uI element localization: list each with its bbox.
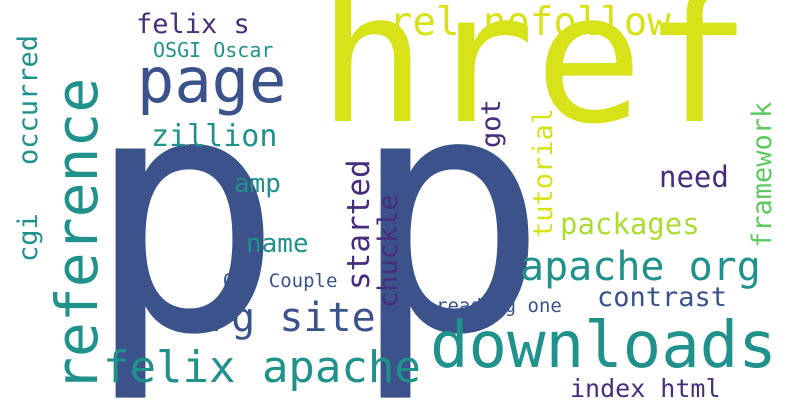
word-occurred: occurred xyxy=(15,35,42,165)
word-rel-nofollow: rel nofollow xyxy=(389,3,671,42)
word-started: started xyxy=(344,159,375,290)
word-felix-s: felix s xyxy=(136,11,250,38)
word-name: name xyxy=(246,231,309,257)
word-felix-apache: felix apache xyxy=(103,346,421,390)
word-odd-couple: Odd Couple xyxy=(223,272,337,291)
word-framework: framework xyxy=(749,102,776,248)
word-reading-one: reading one xyxy=(436,297,562,316)
word-cgi: cgi xyxy=(15,213,42,262)
word-got: got xyxy=(478,99,505,148)
word-apache-org: apache org xyxy=(520,247,761,287)
word-org-site: org site xyxy=(183,298,376,338)
word-tutorial: tutorial xyxy=(530,108,557,238)
word-contrast: contrast xyxy=(597,284,727,311)
word-zillion: zillion xyxy=(151,122,277,152)
word-index-html: index html xyxy=(570,376,721,400)
word-chuckle: chuckle xyxy=(375,194,402,308)
word-reference: reference xyxy=(48,78,106,392)
word-osgi-oscar: OSGI Oscar xyxy=(153,40,273,60)
word-packages: packages xyxy=(560,210,700,239)
word-downloads: downloads xyxy=(430,314,777,378)
word-amp: amp xyxy=(234,171,281,197)
word-need: need xyxy=(659,163,729,192)
